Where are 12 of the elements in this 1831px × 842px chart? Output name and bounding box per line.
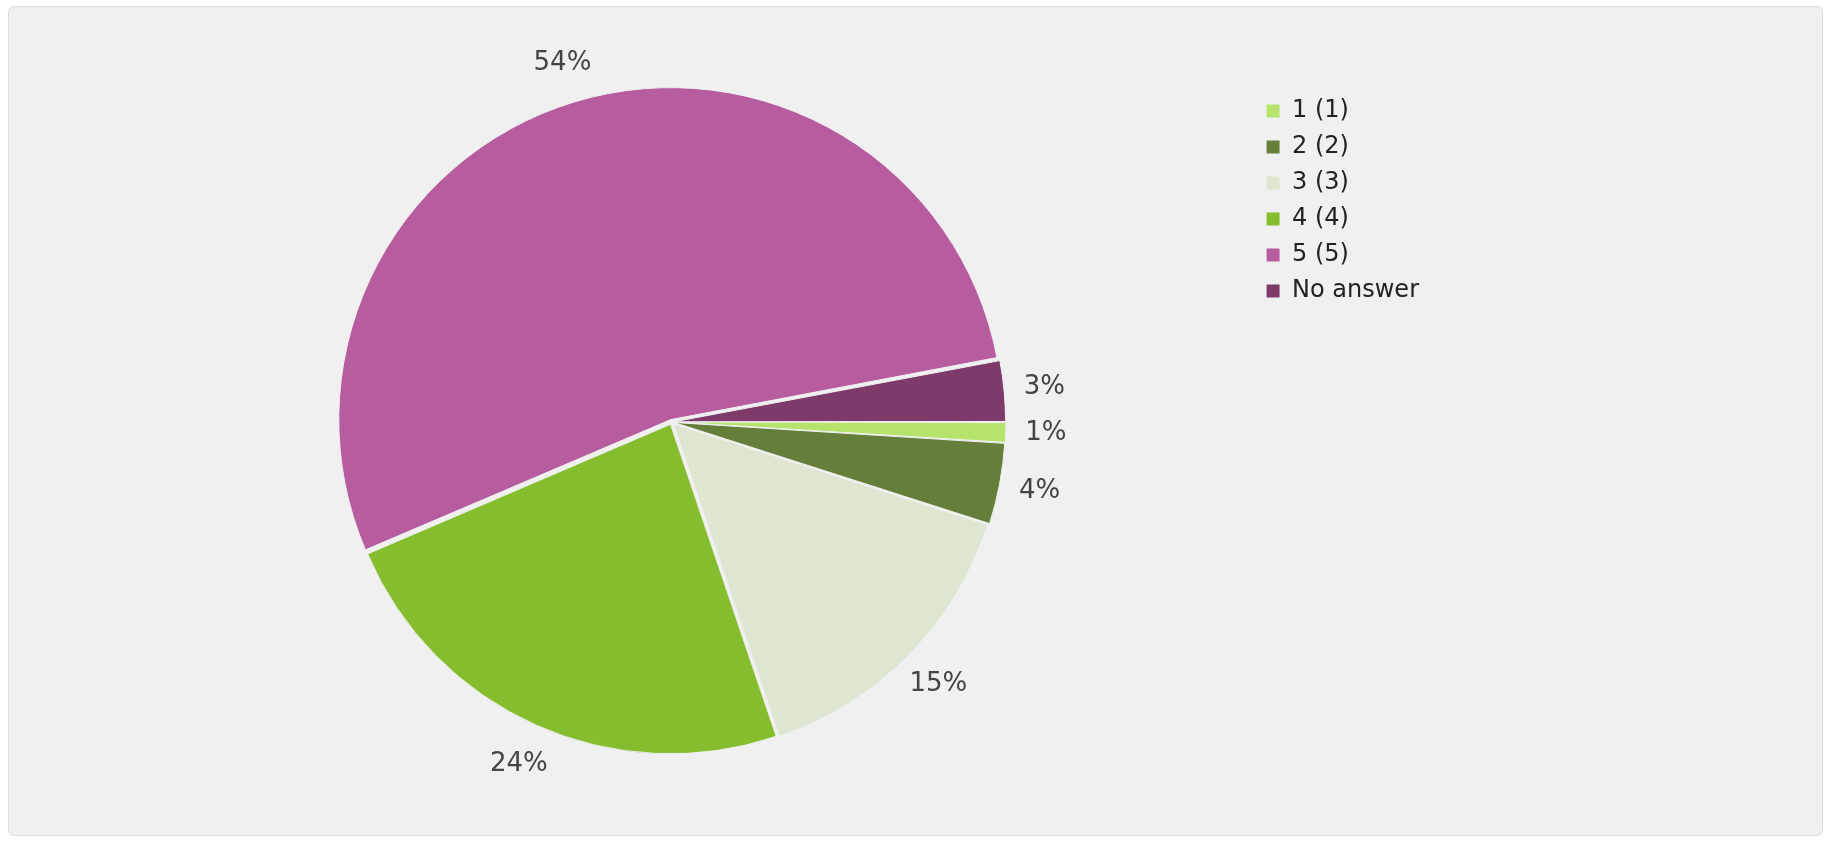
data-label: 3% [1023,369,1066,400]
data-label: 1% [1025,416,1067,447]
legend-label: No answer [1292,275,1420,304]
legend-label: 1 (1) [1292,95,1349,124]
data-label: 4% [1018,474,1061,505]
legend-label: 2 (2) [1292,131,1349,160]
legend-label: 3 (3) [1292,167,1349,196]
legend-label: 5 (5) [1292,239,1349,268]
legend-label: 4 (4) [1292,203,1349,232]
data-label: 15% [909,667,968,698]
data-label: 24% [489,746,548,777]
data-label: 54% [533,46,592,77]
